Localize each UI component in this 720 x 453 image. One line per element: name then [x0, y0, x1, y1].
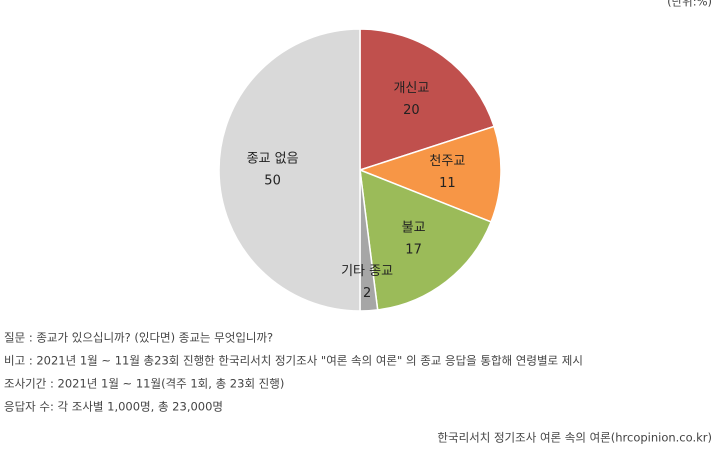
source: 한국리서치 정기조사 여론 속의 여론(hrcopinion.co.kr): [437, 431, 712, 445]
pie-slice: [359, 168, 493, 311]
slice-label: 불교: [402, 221, 426, 236]
note: 질문 : 종교가 있으십니까? (있다면) 종교는 무엇입니까?: [4, 331, 273, 345]
slice-label: 기타 종교: [341, 264, 393, 279]
slice-value: 20: [403, 103, 420, 118]
slice-label: 천주교: [429, 154, 465, 169]
slice-value: 11: [439, 176, 456, 191]
slice-label: 개신교: [393, 81, 429, 96]
slice-value: 17: [405, 243, 422, 258]
note: 비고 : 2021년 1월 ~ 11월 총23회 진행한 한국리서치 정기조사 …: [4, 354, 583, 368]
slice-value: 2: [363, 286, 371, 301]
pie-slice: [218, 28, 361, 312]
pie-slice: [359, 28, 496, 172]
unit-label: (단위:%): [667, 0, 712, 9]
note: 응답자 수: 각 조사별 1,000명, 총 23,000명: [4, 400, 223, 414]
slice-value: 50: [264, 174, 281, 189]
note: 조사기간 : 2021년 1월 ~ 11월(격주 1회, 총 23회 진행): [4, 377, 284, 391]
slice-label: 종교 없음: [247, 152, 299, 167]
pie-slice: [357, 125, 502, 223]
